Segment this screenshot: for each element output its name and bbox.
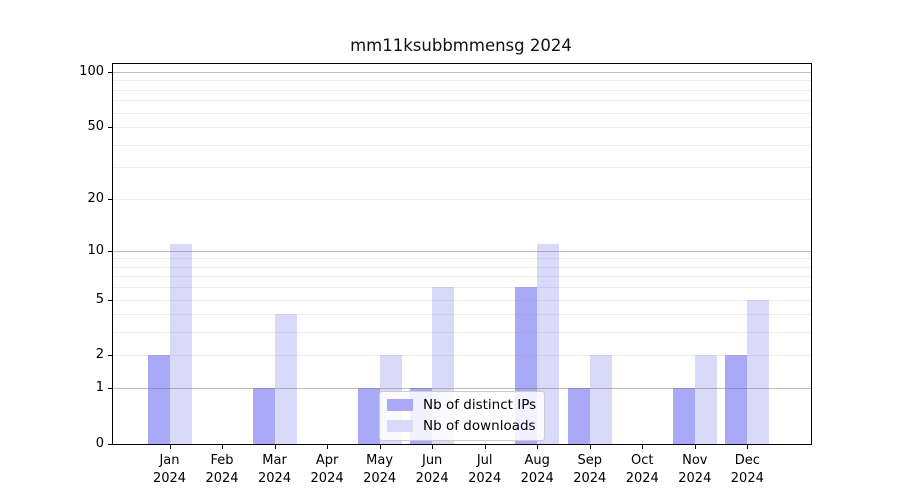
y-tick-label: 10 xyxy=(87,242,104,258)
y-tick xyxy=(108,299,112,301)
gridline-minor xyxy=(113,100,811,102)
gridline-minor xyxy=(113,332,811,334)
y-tick-label: 100 xyxy=(79,64,104,79)
gridline-minor xyxy=(113,266,811,268)
gridline-minor xyxy=(113,144,811,146)
x-tick-label: Oct 2024 xyxy=(625,453,659,486)
x-tick xyxy=(589,445,591,449)
x-tick-label: Dec 2024 xyxy=(730,453,764,486)
legend-swatch-downloads-icon xyxy=(387,420,413,432)
legend-label-downloads: Nb of downloads xyxy=(423,418,536,434)
bar-downloads-nov xyxy=(694,355,717,444)
x-tick-label: Nov 2024 xyxy=(678,453,712,486)
x-tick xyxy=(327,445,329,449)
y-tick-label: 5 xyxy=(95,291,104,307)
bar-downloads-mar xyxy=(274,314,297,444)
bar-downloads-jan xyxy=(169,243,192,444)
gridline-minor xyxy=(113,198,811,200)
y-tick-label: 2 xyxy=(95,347,104,363)
gridline-minor xyxy=(113,276,811,278)
gridline-minor xyxy=(113,287,811,289)
x-tick-label: Jan 2024 xyxy=(152,453,187,486)
x-tick xyxy=(222,445,224,449)
x-tick-label: Feb 2024 xyxy=(205,453,239,486)
gridline-minor xyxy=(113,314,811,316)
y-tick xyxy=(108,388,112,390)
bar-distinct-ips-dec xyxy=(725,355,748,444)
y-tick xyxy=(108,250,112,252)
y-tick xyxy=(108,72,112,73)
gridline-minor xyxy=(113,127,811,129)
legend-item-distinct-ips: Nb of distinct IPs xyxy=(387,396,536,414)
y-tick-label: 20 xyxy=(87,190,104,206)
x-tick-label: Apr 2024 xyxy=(310,453,344,486)
x-tick xyxy=(432,445,434,449)
bar-downloads-dec xyxy=(747,299,770,444)
x-tick xyxy=(537,445,539,449)
gridline-minor xyxy=(113,112,811,114)
legend: Nb of distinct IPs Nb of downloads xyxy=(379,391,546,441)
x-tick-label: Sep 2024 xyxy=(573,453,607,486)
legend-swatch-distinct-ips-icon xyxy=(387,399,413,411)
legend-label-distinct-ips: Nb of distinct IPs xyxy=(423,397,537,413)
x-tick-label: Jul 2024 xyxy=(468,453,502,486)
bar-distinct-ips-mar xyxy=(252,388,275,444)
gridline-minor xyxy=(113,299,811,301)
x-tick xyxy=(694,445,696,449)
y-tick xyxy=(108,127,112,129)
x-tick xyxy=(484,445,486,449)
plot-area xyxy=(112,63,812,445)
x-tick xyxy=(379,445,381,449)
y-tick xyxy=(108,444,112,445)
bar-distinct-ips-may xyxy=(357,388,380,444)
gridline-major xyxy=(113,250,811,252)
bar-downloads-sep xyxy=(589,355,612,444)
y-tick-label: 50 xyxy=(87,119,104,135)
x-tick xyxy=(642,445,644,449)
y-tick xyxy=(108,355,112,357)
x-tick xyxy=(747,445,749,449)
gridline-minor xyxy=(113,167,811,169)
gridline-minor xyxy=(113,80,811,82)
legend-item-downloads: Nb of downloads xyxy=(387,417,536,435)
bar-distinct-ips-sep xyxy=(567,388,590,444)
gridline-minor xyxy=(113,89,811,91)
x-tick xyxy=(169,445,171,449)
y-tick-label: 1 xyxy=(95,380,104,396)
x-tick xyxy=(274,445,276,449)
y-tick xyxy=(108,198,112,200)
x-tick-label: Jun 2024 xyxy=(415,453,449,486)
gridline-minor xyxy=(113,258,811,260)
x-tick-label: Mar 2024 xyxy=(258,453,292,486)
bar-distinct-ips-jan xyxy=(147,355,170,444)
gridline-major xyxy=(113,72,811,73)
chart-title: mm11ksubbmmensg 2024 xyxy=(350,36,572,55)
x-tick-label: May 2024 xyxy=(363,453,397,486)
bar-distinct-ips-nov xyxy=(672,388,695,444)
x-tick-label: Aug 2024 xyxy=(520,453,554,486)
y-tick-label: 0 xyxy=(95,436,104,451)
